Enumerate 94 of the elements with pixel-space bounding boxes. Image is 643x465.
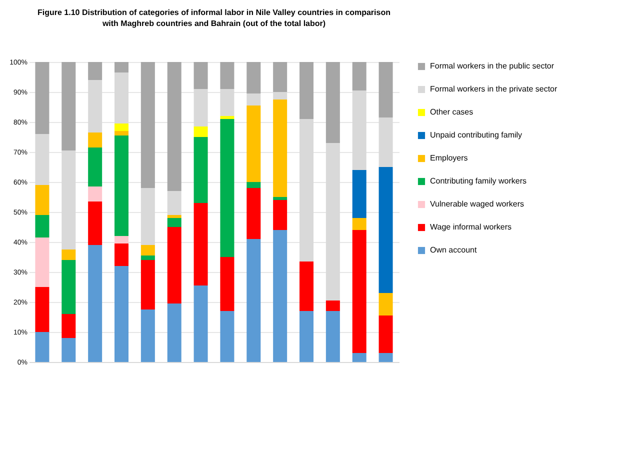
bar (35, 62, 50, 134)
bar (352, 230, 366, 353)
bar (300, 311, 314, 362)
bar (114, 136, 128, 236)
bar (220, 311, 234, 362)
bar (246, 188, 261, 239)
bar (167, 227, 182, 304)
bar (273, 200, 288, 230)
bar (140, 310, 155, 362)
bar (300, 119, 314, 262)
bar (246, 94, 261, 106)
bar (273, 230, 288, 362)
bar (352, 62, 366, 90)
bar (326, 300, 340, 311)
bar (246, 106, 261, 182)
bar (326, 62, 340, 143)
bar (378, 353, 393, 362)
bar (114, 244, 128, 266)
bar (220, 119, 234, 257)
bar (378, 118, 393, 167)
bar (35, 185, 50, 215)
bar (352, 90, 366, 170)
bar (35, 332, 50, 362)
bar (246, 182, 261, 188)
bar (62, 314, 76, 338)
bar (140, 245, 155, 256)
bar (88, 202, 102, 245)
bar (378, 62, 393, 118)
bar (300, 262, 314, 311)
legend-label: Own account (430, 246, 478, 254)
bar (88, 148, 102, 186)
bar (167, 218, 182, 227)
legend-label: Contributing family workers (430, 176, 526, 186)
bar (35, 215, 50, 238)
legend-label: Vulnerable waged workers (430, 200, 524, 208)
bar (62, 150, 76, 250)
bar (35, 134, 50, 185)
bar (62, 338, 76, 362)
bar (62, 260, 76, 314)
bar (220, 116, 234, 119)
bar (167, 191, 182, 215)
bar (194, 286, 208, 362)
legend-label: Formal workers in the private sector (430, 84, 558, 94)
legend-label: Unpaid contributing family (430, 130, 522, 140)
bar (220, 89, 234, 116)
bar (114, 131, 128, 136)
bar (378, 167, 393, 293)
bar (140, 188, 155, 245)
legend-label: Formal workers in the public sector (430, 62, 554, 70)
bar (62, 62, 76, 150)
bar (140, 260, 155, 310)
legend-label: Employers (430, 154, 468, 162)
bar (88, 132, 102, 148)
bar (378, 316, 393, 353)
bar (114, 62, 128, 72)
bar (300, 62, 314, 119)
bar (114, 124, 128, 131)
chart-title: Figure 1.10 Distribution of categories of informal labor in Nile Valley countries in comparison with Maghreb countries and Bahrain (out of the total labor) (38, 8, 391, 28)
bar (35, 238, 50, 287)
bar (88, 62, 102, 80)
bar (220, 257, 234, 311)
bar (114, 236, 128, 244)
bar (352, 218, 366, 230)
bar (140, 256, 155, 260)
bar (220, 62, 234, 89)
bar (140, 62, 155, 188)
bar (167, 304, 182, 362)
legend-label: Wage informal workers (430, 222, 512, 232)
bar (194, 89, 208, 126)
legend-label: Other cases (430, 108, 474, 116)
bar (114, 72, 128, 124)
bar (35, 287, 50, 332)
bar (273, 92, 288, 100)
bar (352, 353, 366, 362)
bar (378, 293, 393, 316)
bar (326, 311, 340, 362)
bar (194, 126, 208, 137)
bar (194, 62, 208, 89)
bar (326, 143, 340, 300)
bar (167, 215, 182, 218)
bar (194, 203, 208, 286)
bar (88, 245, 102, 362)
bar (273, 197, 288, 200)
bar (167, 62, 182, 191)
bar (114, 266, 128, 362)
bar (273, 100, 288, 197)
bar (88, 186, 102, 202)
bar (246, 62, 261, 94)
bar (246, 239, 261, 362)
bar (88, 80, 102, 132)
bar (352, 170, 366, 218)
bar (62, 250, 76, 260)
bar (194, 137, 208, 203)
bar (273, 62, 288, 92)
